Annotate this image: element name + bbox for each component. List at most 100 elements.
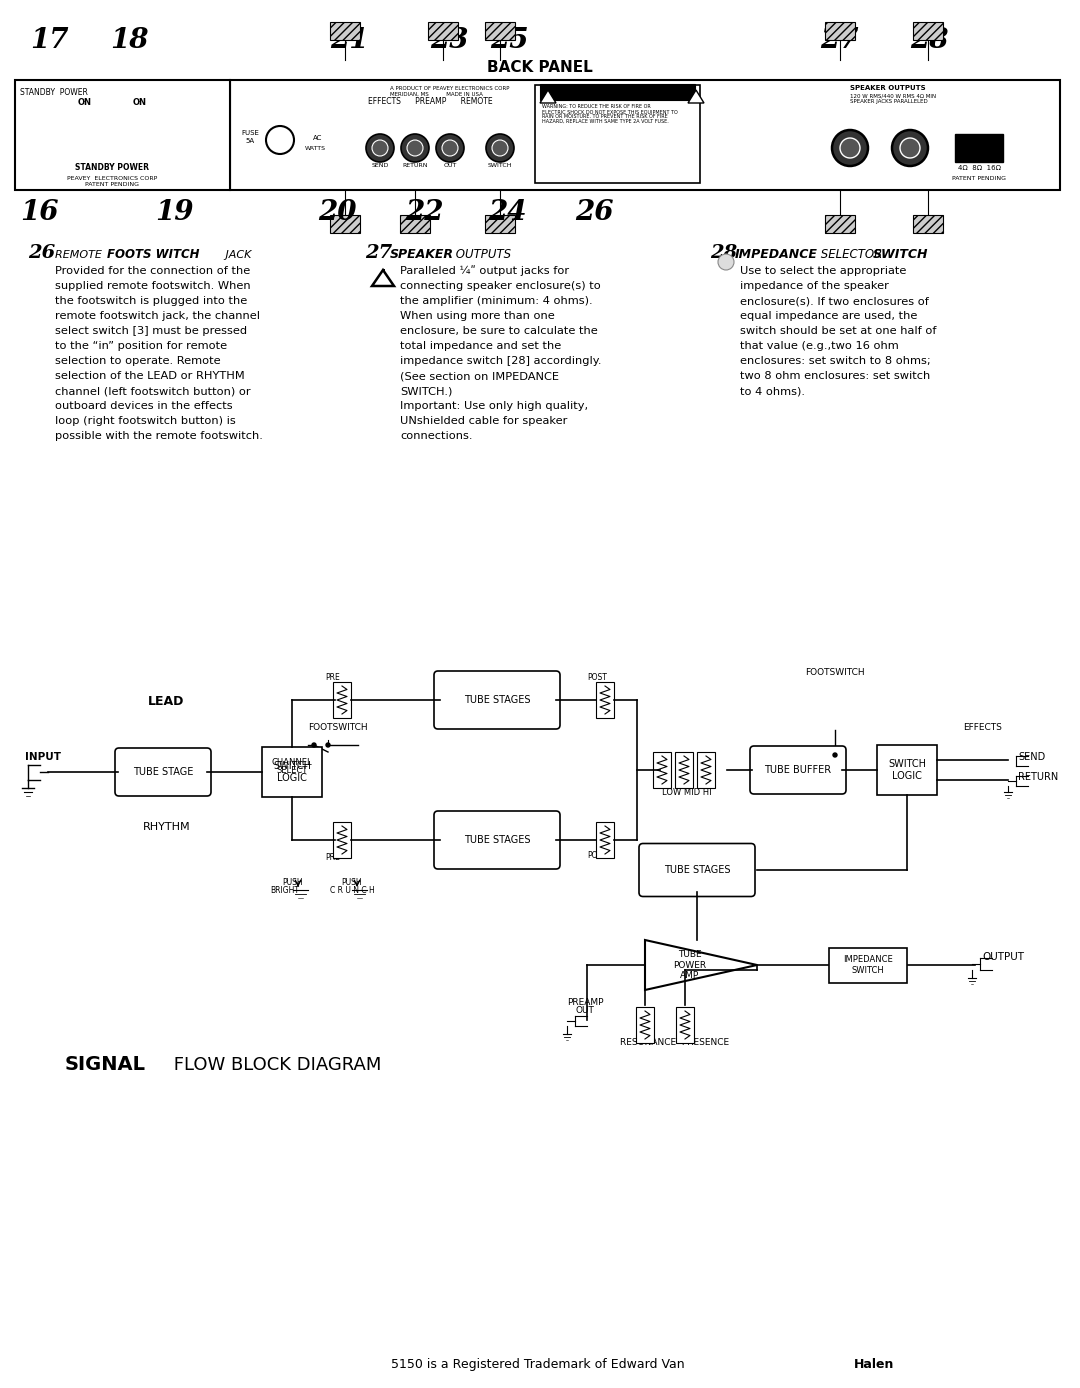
Text: ELECTRIC SHOCK DO NOT EXPOSE THIS EQUIPMENT TO: ELECTRIC SHOCK DO NOT EXPOSE THIS EQUIPM…	[542, 110, 678, 114]
Text: FUSE: FUSE	[241, 130, 259, 136]
Text: SWITCH.): SWITCH.)	[400, 386, 453, 396]
Bar	[122, 112, 158, 155]
Text: 27: 27	[365, 244, 392, 262]
Circle shape	[832, 130, 868, 167]
Text: SPEAKER JACKS PARALLELED: SPEAKER JACKS PARALLELED	[850, 99, 928, 104]
Text: OUTPUTS: OUTPUTS	[453, 248, 511, 261]
Text: TUBE STAGES: TUBE STAGES	[664, 865, 730, 874]
Text: STANDBY POWER: STANDBY POWER	[75, 162, 149, 172]
Text: SIGNAL: SIGNAL	[65, 1055, 146, 1074]
Text: AC: AC	[313, 135, 323, 142]
Text: LOW MID HI: LOW MID HI	[662, 788, 712, 797]
Circle shape	[892, 130, 928, 167]
Text: Halen: Halen	[854, 1357, 894, 1371]
Bar	[15, 81, 230, 190]
Text: Important: Use only high quality,: Important: Use only high quality,	[400, 401, 589, 411]
FancyBboxPatch shape	[434, 811, 561, 869]
Text: OUTPUT: OUTPUT	[982, 952, 1024, 962]
Text: SELECT: SELECT	[276, 766, 308, 775]
Text: !: !	[380, 268, 386, 280]
Text: selection to operate. Remote: selection to operate. Remote	[55, 355, 220, 366]
Bar	[485, 22, 515, 40]
Text: total impedance and set the: total impedance and set the	[400, 341, 562, 351]
Text: to the “in” position for remote: to the “in” position for remote	[55, 341, 227, 351]
Text: ON: ON	[78, 99, 92, 107]
Text: 21: 21	[330, 26, 368, 54]
Text: 5A: 5A	[245, 137, 255, 144]
Text: STANDBY  POWER: STANDBY POWER	[21, 87, 87, 97]
Text: CHANNEL: CHANNEL	[272, 758, 312, 768]
Bar	[330, 22, 360, 40]
Circle shape	[900, 137, 920, 158]
Text: impedance switch [28] accordingly.: impedance switch [28] accordingly.	[400, 355, 602, 366]
Text: PUSH: PUSH	[341, 879, 362, 887]
Text: RHYTHM: RHYTHM	[143, 822, 191, 831]
Text: 18: 18	[110, 26, 149, 54]
Text: 16: 16	[21, 198, 58, 226]
Circle shape	[840, 137, 860, 158]
Text: 23: 23	[430, 26, 469, 54]
FancyBboxPatch shape	[750, 745, 846, 794]
Text: channel (left footswitch button) or: channel (left footswitch button) or	[55, 386, 251, 396]
Text: RESONANCE  PRESENCE: RESONANCE PRESENCE	[620, 1038, 730, 1047]
Bar	[535, 85, 700, 183]
Text: Use to select the appropriate: Use to select the appropriate	[740, 266, 906, 276]
Circle shape	[372, 140, 388, 155]
Text: PATENT PENDING: PATENT PENDING	[951, 176, 1005, 180]
Text: LEAD: LEAD	[148, 695, 185, 708]
Bar	[262, 747, 322, 797]
Text: loop (right footswitch button) is: loop (right footswitch button) is	[55, 416, 235, 426]
Text: INPUT: INPUT	[25, 752, 60, 762]
Text: POST: POST	[588, 673, 607, 682]
FancyBboxPatch shape	[114, 748, 211, 795]
Bar	[400, 215, 430, 233]
Text: CAUTION: CAUTION	[596, 93, 638, 101]
Circle shape	[718, 254, 734, 271]
Text: UNshielded cable for speaker: UNshielded cable for speaker	[400, 416, 567, 426]
Text: FOOTS WITCH: FOOTS WITCH	[107, 248, 200, 261]
Text: 19: 19	[156, 198, 193, 226]
Text: EFFECTS: EFFECTS	[963, 723, 1002, 731]
Circle shape	[407, 140, 423, 155]
Text: 4Ω  8Ω  16Ω: 4Ω 8Ω 16Ω	[958, 165, 1000, 171]
Bar	[596, 682, 615, 718]
Text: connections.: connections.	[400, 432, 473, 441]
Polygon shape	[645, 940, 757, 990]
Bar	[333, 682, 351, 718]
Text: remote footswitch jack, the channel: remote footswitch jack, the channel	[55, 311, 260, 321]
Text: 120 W RMS/440 W RMS 4Ω MIN: 120 W RMS/440 W RMS 4Ω MIN	[850, 93, 936, 99]
Text: ON: ON	[133, 99, 147, 107]
Text: 25: 25	[490, 26, 528, 54]
Text: SELECTOR: SELECTOR	[816, 248, 886, 261]
Text: EFFECTS      PREAMP      REMOTE: EFFECTS PREAMP REMOTE	[367, 97, 492, 105]
Text: FLOW BLOCK DIAGRAM: FLOW BLOCK DIAGRAM	[168, 1056, 381, 1074]
Circle shape	[442, 140, 458, 155]
Text: supplied remote footswitch. When: supplied remote footswitch. When	[55, 280, 251, 291]
Text: PRE: PRE	[326, 673, 340, 682]
Text: enclosures: set switch to 8 ohms;: enclosures: set switch to 8 ohms;	[740, 355, 931, 366]
Text: to 4 ohms).: to 4 ohms).	[740, 386, 805, 396]
Text: 5150 is a Registered Trademark of Edward Van: 5150 is a Registered Trademark of Edward…	[391, 1357, 689, 1371]
Bar	[825, 22, 855, 40]
Text: C R U N C H: C R U N C H	[329, 886, 375, 895]
Circle shape	[266, 126, 294, 154]
Text: 24: 24	[488, 198, 527, 226]
Bar	[330, 215, 360, 233]
Text: 17: 17	[30, 26, 68, 54]
Polygon shape	[688, 90, 704, 103]
Text: enclosure, be sure to calculate the: enclosure, be sure to calculate the	[400, 326, 597, 336]
Polygon shape	[372, 271, 394, 286]
Circle shape	[486, 135, 514, 162]
Text: possible with the remote footswitch.: possible with the remote footswitch.	[55, 432, 262, 441]
Text: WATTS: WATTS	[305, 146, 325, 151]
Text: 27: 27	[820, 26, 859, 54]
Text: !: !	[694, 94, 698, 100]
Text: impedance of the speaker: impedance of the speaker	[740, 280, 889, 291]
Text: OUT: OUT	[576, 1006, 594, 1015]
Text: PEAVEY  ELECTRONICS CORP: PEAVEY ELECTRONICS CORP	[67, 176, 157, 180]
Bar	[636, 1008, 654, 1042]
Text: 26: 26	[28, 244, 55, 262]
Bar	[305, 125, 327, 155]
Text: REMOTE: REMOTE	[55, 250, 106, 260]
Bar	[653, 752, 671, 788]
